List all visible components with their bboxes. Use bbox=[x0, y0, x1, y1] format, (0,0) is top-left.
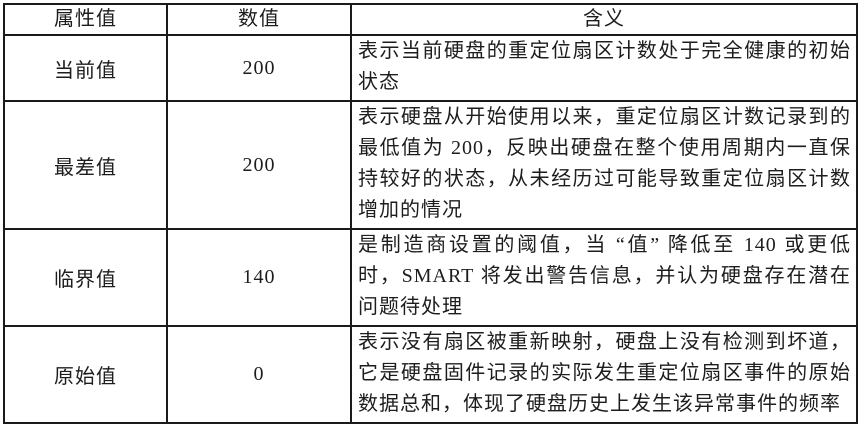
table-row-current-value: 当前值 200 表示当前硬盘的重定位扇区计数处于完全健康的初始状态 bbox=[3, 34, 858, 102]
table-row-raw-value: 原始值 0 表示没有扇区被重新映射，硬盘上没有检测到坏道，它是硬盘固件记录的实际… bbox=[3, 325, 858, 424]
cell-meaning: 表示当前硬盘的重定位扇区计数处于完全健康的初始状态 bbox=[350, 34, 858, 102]
cell-attr-name: 当前值 bbox=[3, 34, 168, 102]
cell-value: 140 bbox=[166, 228, 352, 327]
table-row-threshold-value: 临界值 140 是制造商设置的阈值，当 “值” 降低至 140 或更低时，SMA… bbox=[3, 228, 858, 327]
cell-meaning: 是制造商设置的阈值，当 “值” 降低至 140 或更低时，SMART 将发出警告… bbox=[350, 228, 858, 327]
cell-meaning: 表示硬盘从开始使用以来，重定位扇区计数记录到的最低值为 200，反映出硬盘在整个… bbox=[350, 100, 858, 230]
table-header-row: 属性值 数值 含义 bbox=[3, 3, 858, 36]
smart-attribute-table-wrapper: 属性值 数值 含义 当前值 200 表示当前硬盘的重定位扇区计数处于完全健康的初… bbox=[3, 3, 858, 424]
cell-attr-name: 临界值 bbox=[3, 228, 168, 327]
cell-value: 200 bbox=[166, 34, 352, 102]
table-row-worst-value: 最差值 200 表示硬盘从开始使用以来，重定位扇区计数记录到的最低值为 200，… bbox=[3, 100, 858, 230]
cell-meaning: 表示没有扇区被重新映射，硬盘上没有检测到坏道，它是硬盘固件记录的实际发生重定位扇… bbox=[350, 325, 858, 424]
smart-attribute-table: 属性值 数值 含义 当前值 200 表示当前硬盘的重定位扇区计数处于完全健康的初… bbox=[3, 3, 858, 424]
cell-value: 200 bbox=[166, 100, 352, 230]
cell-value: 0 bbox=[166, 325, 352, 424]
column-header-value: 数值 bbox=[166, 3, 352, 36]
column-header-meaning: 含义 bbox=[350, 3, 858, 36]
column-header-attribute: 属性值 bbox=[3, 3, 168, 36]
cell-attr-name: 原始值 bbox=[3, 325, 168, 424]
cell-attr-name: 最差值 bbox=[3, 100, 168, 230]
